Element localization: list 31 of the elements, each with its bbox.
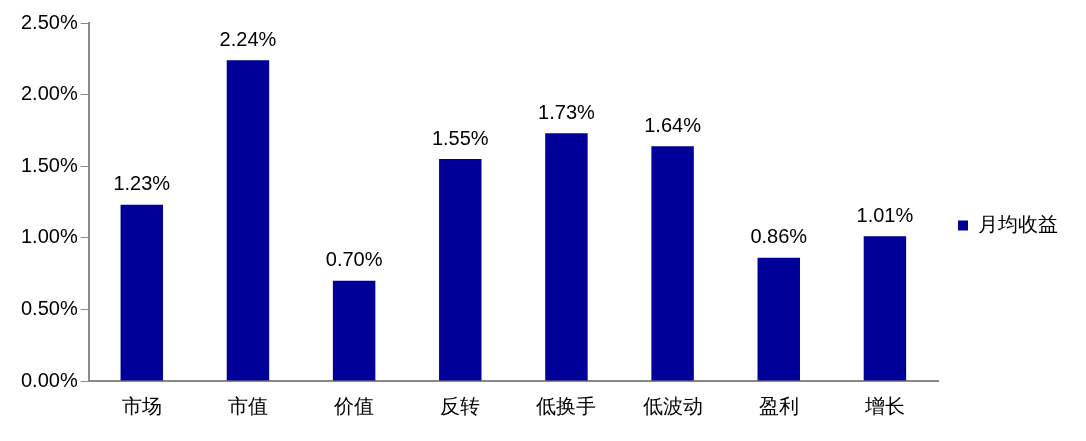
y-tick-label: 2.00% [20,82,78,105]
data-label: 0.70% [325,248,383,271]
data-label: 1.23% [113,172,171,195]
data-label: 1.64% [644,113,702,136]
data-label: 1.55% [431,126,489,149]
data-label: 1.73% [538,100,595,123]
bar [439,159,482,381]
legend-label: 月均收益 [978,213,1058,236]
x-tick-label: 低换手 [536,394,597,417]
y-tick-label: 2.50% [20,10,78,33]
bar [332,280,376,381]
y-tick-label: 1.00% [20,225,78,248]
y-tick-label: 0.00% [20,368,78,391]
x-tick-label: 市值 [227,394,268,417]
bar [863,236,907,381]
bar [545,133,588,381]
bar [651,146,694,381]
x-tick-label: 市场 [121,394,162,417]
x-tick-label: 价值 [333,394,375,417]
y-tick-label: 0.50% [20,296,78,319]
bar [226,60,270,381]
x-tick-label: 增长 [863,394,905,417]
data-label: 0.86% [750,225,808,248]
bar [120,204,164,381]
data-label: 2.24% [219,27,277,50]
data-label: 1.01% [856,203,914,226]
y-tick-label: 1.50% [20,153,78,176]
x-tick-label: 低波动 [642,394,703,417]
bar [757,257,800,381]
x-tick-label: 反转 [440,394,481,417]
x-tick-label: 盈利 [758,394,799,417]
